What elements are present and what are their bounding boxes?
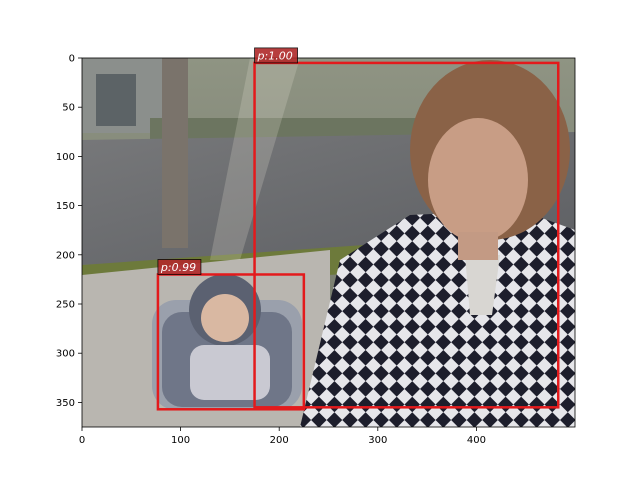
y-tick-label: 0 — [69, 54, 75, 65]
x-tick-label: 300 — [368, 435, 387, 446]
axis-ticks: 0 100 200 300 400 0 50 100 150 200 250 300 350 — [56, 54, 486, 447]
label-background — [157, 259, 202, 275]
y-tick-label: 350 — [56, 398, 75, 409]
baby-face — [201, 294, 249, 342]
building-door — [96, 74, 136, 126]
y-tick-label: 100 — [56, 152, 75, 163]
detection-1: p:0.99 — [156, 259, 306, 411]
y-tick-label: 150 — [56, 201, 75, 212]
y-tick-label: 50 — [62, 103, 75, 114]
checkered-jacket — [300, 210, 575, 427]
baby-clothes — [190, 345, 270, 400]
x-tick-label: 0 — [79, 435, 85, 446]
face — [428, 118, 528, 242]
woman — [300, 60, 575, 427]
x-tick-label: 100 — [171, 435, 190, 446]
detection-boxes: p:1.00 p:0.99 — [156, 47, 560, 411]
x-tick-label: 200 — [270, 435, 289, 446]
utility-pole — [162, 58, 188, 248]
neck — [458, 232, 498, 260]
stroller — [152, 274, 302, 410]
bounding-box — [253, 61, 560, 409]
y-tick-label: 250 — [56, 300, 75, 311]
detection-0: p:1.00 — [253, 47, 560, 409]
photo — [82, 58, 575, 427]
shirt-collar — [465, 255, 500, 315]
bounding-box — [156, 273, 306, 411]
detection-label: p:1.00 — [257, 49, 293, 62]
label-background — [254, 47, 298, 64]
x-tick-label: 400 — [467, 435, 486, 446]
y-tick-label: 300 — [56, 349, 75, 360]
axes-frame — [81, 57, 576, 428]
detection-label: p:0.99 — [160, 261, 196, 274]
y-tick-label: 200 — [56, 250, 75, 261]
